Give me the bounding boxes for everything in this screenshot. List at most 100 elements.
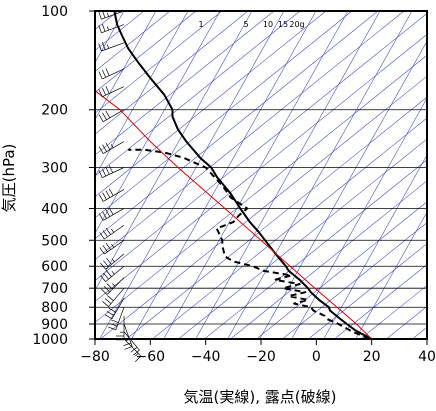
wind-barb-feather xyxy=(102,112,107,120)
adiabat-line xyxy=(229,180,427,339)
wind-barb-feather xyxy=(104,298,112,304)
wind-barb-feather xyxy=(102,192,107,200)
adiabat-line xyxy=(151,117,427,339)
axis-ticks: −80 −60 −40 −20 0 20 40 100 200 300 400 500 600 700 80… xyxy=(32,4,436,365)
mixing-ratio-line xyxy=(95,11,157,121)
wind-barb-feather xyxy=(106,283,113,290)
x-tick-label: −20 xyxy=(246,349,276,365)
adiabat-line xyxy=(95,11,249,135)
wind-barb-feather xyxy=(103,285,110,293)
wind-barb-feather xyxy=(100,275,106,282)
mixing-ratio-line xyxy=(259,40,427,339)
mixing-ratio-line xyxy=(163,11,349,339)
wind-barb-feather xyxy=(108,326,116,331)
adiabat-line xyxy=(95,11,353,219)
wind-barb-feather xyxy=(102,301,109,307)
wind-barb-feather xyxy=(98,194,104,202)
wind-barb-feather xyxy=(98,146,104,154)
wind-barb xyxy=(111,297,125,319)
wind-barb xyxy=(115,307,125,330)
wind-barb-feather xyxy=(102,245,108,253)
wind-barb-feather xyxy=(111,258,115,263)
y-tick-label: 200 xyxy=(41,103,68,119)
wind-barb xyxy=(103,189,125,202)
wind-barb-feather xyxy=(108,307,117,313)
wind-barb-feather xyxy=(108,207,114,215)
wind-barb-feather xyxy=(101,288,108,295)
wind-barb xyxy=(103,109,125,123)
wind-barb-feather xyxy=(103,272,109,280)
wind-barb-feather xyxy=(98,89,103,97)
adiabat-line xyxy=(281,222,427,339)
wind-barb-feather xyxy=(98,25,102,33)
adiabat-line xyxy=(95,11,405,261)
x-tick-label: −40 xyxy=(191,349,221,365)
wind-barb xyxy=(103,208,125,221)
y-tick-label: 400 xyxy=(41,201,68,217)
wind-barb-feather xyxy=(104,314,113,320)
mixing-ratio-label: 5 xyxy=(243,20,248,29)
wind-barb-feather xyxy=(106,311,115,316)
mixing-ratio-line xyxy=(291,97,427,339)
mixing-ratio-line xyxy=(95,11,189,178)
wind-barb-feather xyxy=(102,168,107,177)
wind-barb-feather xyxy=(105,68,110,76)
wind-barb-feather xyxy=(99,247,105,255)
y-axis-title: 気圧(hPa) xyxy=(0,144,18,213)
mixing-ratio-label: 1 xyxy=(198,20,203,29)
adiabat-line xyxy=(307,243,427,339)
wind-barb-feather xyxy=(106,26,109,31)
mixing-ratio-label: 15 xyxy=(278,20,288,29)
adiabat-line xyxy=(95,11,379,240)
mixing-ratio-line xyxy=(95,11,221,234)
wind-barb-feather xyxy=(110,319,119,323)
y-tick-label: 800 xyxy=(41,300,68,316)
wind-barb xyxy=(101,42,125,52)
wind-barb-feather xyxy=(98,170,103,178)
temperature-line xyxy=(113,11,373,339)
adiabat-line xyxy=(333,264,427,339)
adiabat-line xyxy=(95,54,427,323)
parcel-line xyxy=(95,90,373,339)
wind-barb-feather xyxy=(101,42,106,50)
y-tick-label: 100 xyxy=(41,4,68,20)
y-tick-label: 500 xyxy=(41,233,68,249)
y-tick-label: 900 xyxy=(41,317,68,333)
x-tick-label: −80 xyxy=(80,349,110,365)
wind-barb-feather xyxy=(112,283,116,287)
dewpoint-line xyxy=(128,148,370,339)
profile-lines xyxy=(95,11,373,339)
wind-barb-feather xyxy=(111,243,115,248)
wind-barb-feather xyxy=(105,209,111,217)
wind-barb-feather xyxy=(105,86,110,94)
wind-barb-feather xyxy=(123,342,132,347)
wind-barb-feather xyxy=(105,190,111,198)
wind-barb xyxy=(123,338,142,357)
mixing-ratio-label: 20g xyxy=(289,20,304,29)
wind-barb-feather xyxy=(106,12,109,17)
wind-barb xyxy=(101,10,125,20)
wind-barb-feather xyxy=(98,43,102,52)
adiabat-line xyxy=(95,11,301,177)
wind-barb-feather xyxy=(99,232,105,240)
wind-barb xyxy=(105,265,125,282)
mixing-ratio-line xyxy=(131,11,317,339)
adiabat-line xyxy=(95,11,197,93)
wind-barb xyxy=(103,141,125,154)
wind-barb xyxy=(105,253,125,270)
wind-barb-feather xyxy=(106,270,112,277)
wind-barb-feather xyxy=(98,213,104,221)
wind-barb xyxy=(104,224,125,240)
wind-barb-feather xyxy=(101,23,106,32)
wind-barb-feather xyxy=(102,144,107,152)
wind-barb-feather xyxy=(107,295,114,301)
mixing-ratio-line xyxy=(227,11,413,339)
mixing-ratio-line xyxy=(99,11,285,339)
wind-barb-feather xyxy=(102,211,107,219)
adiabat-line xyxy=(95,11,171,72)
y-tick-label: 300 xyxy=(41,160,68,176)
mixing-ratio-line xyxy=(95,11,125,64)
pressure-gridlines xyxy=(95,10,427,340)
wind-barb-feather xyxy=(105,142,111,150)
wind-barb xyxy=(123,331,140,351)
